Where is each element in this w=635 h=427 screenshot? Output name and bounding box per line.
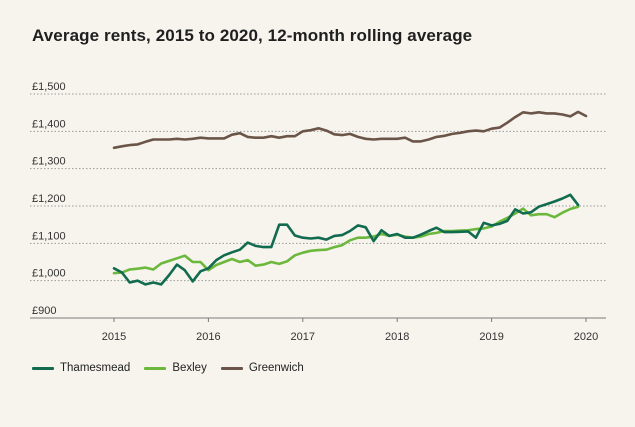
y-tick-label: £1,200 bbox=[32, 193, 66, 205]
legend-swatch bbox=[220, 366, 243, 370]
legend-item-greenwich: Greenwich bbox=[220, 362, 304, 374]
x-tick-label: 2018 bbox=[385, 331, 409, 343]
x-tick-label: 2016 bbox=[196, 331, 220, 343]
gridlines bbox=[30, 93, 606, 319]
y-tick-label: £1,500 bbox=[32, 81, 66, 93]
series-line-greenwich bbox=[112, 110, 588, 150]
y-tick-label: £1,100 bbox=[32, 230, 66, 242]
y-tick-label: £900 bbox=[32, 305, 56, 317]
legend-item-thamesmead: Thamesmead bbox=[32, 362, 130, 374]
legend-swatch bbox=[32, 366, 54, 370]
x-tick-label: 2017 bbox=[291, 331, 315, 343]
series-line-bexley bbox=[112, 205, 580, 275]
legend-item-bexley: Bexley bbox=[144, 362, 207, 374]
legend: Thamesmead Bexley Greenwich bbox=[32, 362, 318, 374]
legend-label: Greenwich bbox=[248, 362, 304, 374]
y-tick-label: £1,000 bbox=[32, 268, 66, 280]
legend-swatch bbox=[144, 366, 167, 370]
series-lines bbox=[112, 110, 588, 286]
legend-label: Thamesmead bbox=[60, 362, 131, 374]
series-line-thamesmead bbox=[112, 193, 580, 286]
chart-title: Average rents, 2015 to 2020, 12-month ro… bbox=[32, 26, 473, 45]
x-tick-label: 2019 bbox=[479, 331, 503, 343]
x-tick-label: 2020 bbox=[574, 331, 598, 343]
y-tick-label: £1,400 bbox=[32, 118, 66, 130]
y-axis-ticks: £900 £1,000 £1,100 £1,200 £1,300 £1,400 £1,500 bbox=[32, 81, 66, 317]
x-tick-label: 2015 bbox=[102, 331, 126, 343]
y-tick-label: £1,300 bbox=[32, 156, 66, 168]
legend-label: Bexley bbox=[172, 362, 207, 374]
x-axis: 2015 2016 2017 2018 2019 2020 bbox=[102, 318, 598, 343]
